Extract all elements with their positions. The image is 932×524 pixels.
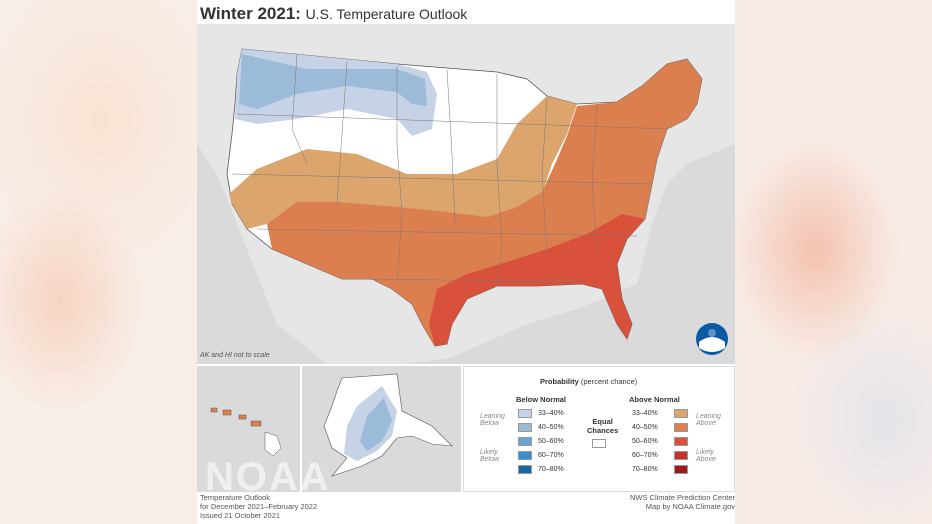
- state-lines: [231, 53, 668, 287]
- below-normal-label-1: 40–50%: [538, 424, 564, 431]
- above-normal-label-0: 33–40%: [632, 410, 658, 417]
- below-normal-swatch-3: [518, 451, 532, 460]
- equal-chances-label: Equal Chances: [587, 417, 619, 435]
- below-normal-label-3: 60–70%: [538, 452, 564, 459]
- conus-map: [197, 24, 735, 364]
- noaa-watermark: NOAA: [205, 455, 331, 499]
- alaska-inset: [302, 366, 461, 492]
- footer-right: NWS Climate Prediction Center Map by NOA…: [629, 493, 735, 511]
- equal-chances-swatch: [592, 439, 606, 448]
- likely-below-label: Likely Below: [480, 449, 500, 463]
- leaning-above-label: Leaning Above: [696, 413, 721, 427]
- likely-above-label: Likely Above: [696, 449, 716, 463]
- hawaii-inset: [197, 366, 300, 492]
- below-normal-label-4: 70–80%: [538, 466, 564, 473]
- below-normal-swatch-4: [518, 465, 532, 474]
- title-bold: Winter 2021:: [200, 4, 301, 23]
- below-normal-swatch-0: [518, 409, 532, 418]
- above-normal-swatch-1: [674, 423, 688, 432]
- above-normal-label-3: 60–70%: [632, 452, 658, 459]
- legend-heading: Probability (percent chance): [540, 377, 638, 386]
- page-title: Winter 2021: U.S. Temperature Outlook: [200, 4, 467, 24]
- background-left: [0, 0, 197, 524]
- above-normal-swatch-4: [674, 465, 688, 474]
- region-below-40-50: [239, 54, 427, 109]
- background-right: [735, 0, 932, 524]
- above-normal-swatch-2: [674, 437, 688, 446]
- region-above-50-60: [429, 214, 645, 346]
- title-rest: U.S. Temperature Outlook: [305, 6, 468, 22]
- legend: Probability (percent chance) Below Norma…: [463, 366, 735, 492]
- leaning-below-label: Leaning Below: [480, 413, 505, 427]
- noaa-logo: [696, 323, 728, 355]
- above-normal-swatch-0: [674, 409, 688, 418]
- above-normal-label-2: 50–60%: [632, 438, 658, 445]
- above-normal-heading: Above Normal: [629, 395, 680, 404]
- below-normal-heading: Below Normal: [516, 395, 567, 404]
- map-scale-note: AK and HI not to scale: [200, 352, 270, 359]
- footer-left: Temperature Outlook for December 2021–Fe…: [200, 493, 318, 520]
- below-normal-swatch-1: [518, 423, 532, 432]
- below-normal-label-2: 50–60%: [538, 438, 564, 445]
- above-normal-swatch-3: [674, 451, 688, 460]
- region-above-33-40: [229, 96, 577, 229]
- above-normal-label-1: 40–50%: [632, 424, 658, 431]
- above-normal-label-4: 70–80%: [632, 466, 658, 473]
- below-normal-swatch-2: [518, 437, 532, 446]
- below-normal-label-0: 33–40%: [538, 410, 564, 417]
- region-above-40-50: [267, 59, 702, 346]
